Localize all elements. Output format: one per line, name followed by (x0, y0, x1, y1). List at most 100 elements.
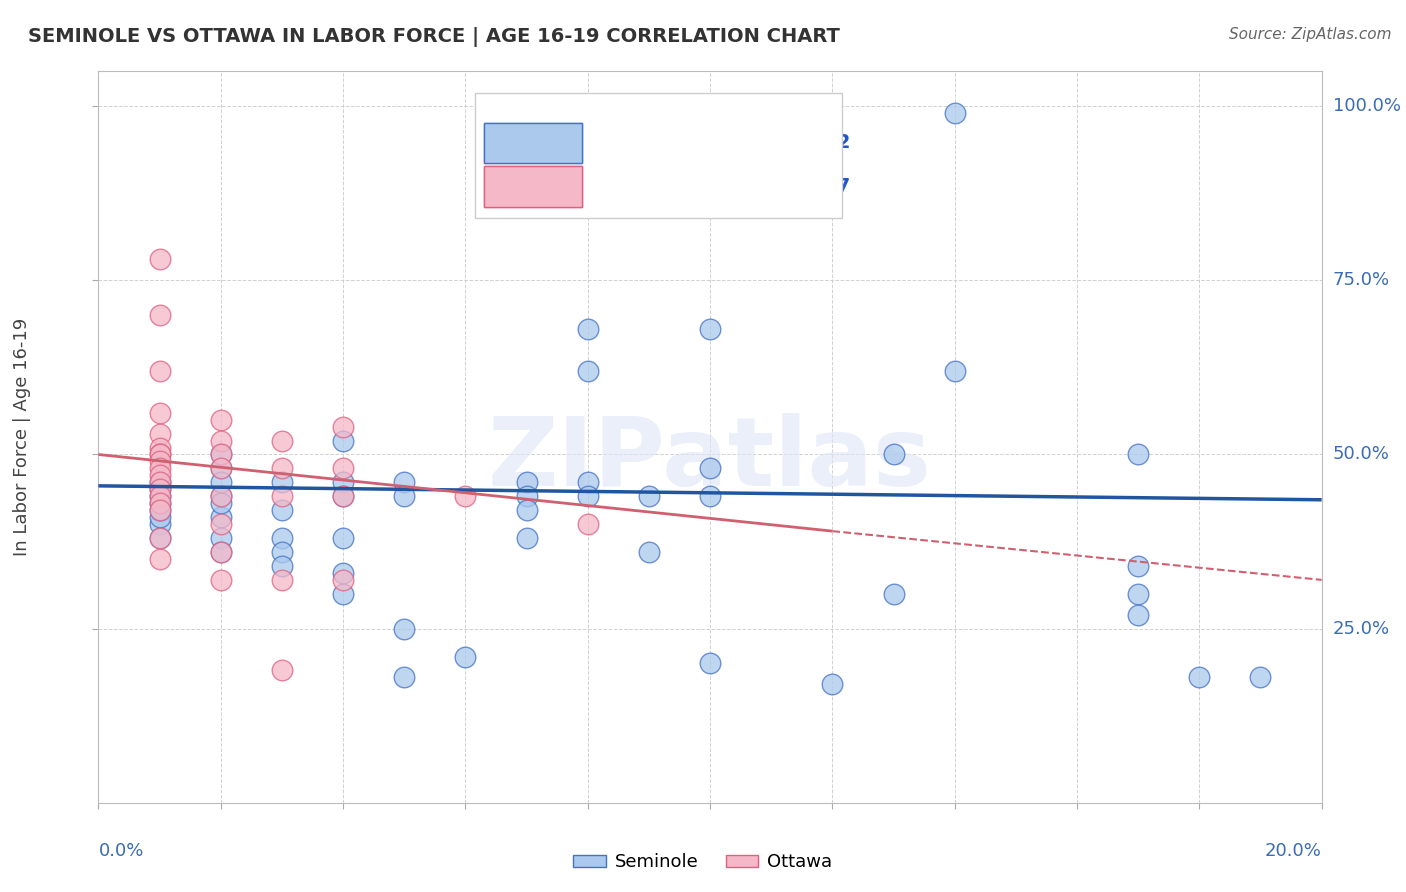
Point (883, 448, 905, 462)
Point (149, 475, 172, 490)
Point (149, 406, 172, 420)
Point (209, 448, 232, 462)
Point (576, 322, 599, 336)
Point (149, 252, 172, 267)
Point (149, 552, 172, 566)
Point (149, 308, 172, 322)
Point (332, 489, 354, 503)
Point (149, 483, 172, 497)
Point (699, 657, 721, 671)
Point (943, 364, 966, 378)
Point (392, 475, 416, 490)
Text: 0.0%: 0.0% (98, 842, 143, 860)
Point (149, 503, 172, 517)
Point (270, 545, 292, 559)
Point (149, 448, 172, 462)
Point (637, 489, 661, 503)
Point (209, 517, 232, 532)
Point (270, 461, 292, 475)
Text: Source: ZipAtlas.com: Source: ZipAtlas.com (1229, 27, 1392, 42)
Point (516, 106, 538, 120)
Point (270, 475, 292, 490)
Point (149, 531, 172, 545)
Point (209, 461, 232, 475)
Text: In Labor Force | Age 16-19: In Labor Force | Age 16-19 (13, 318, 31, 557)
Point (209, 489, 232, 503)
Text: 20.0%: 20.0% (1265, 842, 1322, 860)
Point (209, 531, 232, 545)
Point (149, 496, 172, 510)
Point (209, 461, 232, 475)
Point (332, 475, 354, 490)
Point (209, 475, 232, 490)
Text: R = -0.230: R = -0.230 (593, 178, 690, 195)
Point (149, 454, 172, 468)
Point (699, 322, 721, 336)
Point (392, 489, 416, 503)
Text: N = 52: N = 52 (778, 133, 851, 152)
Point (209, 434, 232, 448)
Point (149, 517, 172, 532)
Point (1128, 448, 1150, 462)
Point (332, 566, 354, 580)
Point (332, 573, 354, 587)
Point (209, 545, 232, 559)
Point (332, 419, 354, 434)
Point (1128, 587, 1150, 601)
Point (149, 489, 172, 503)
Point (149, 448, 172, 462)
FancyBboxPatch shape (475, 94, 842, 218)
Point (637, 106, 661, 120)
Point (209, 412, 232, 426)
Point (149, 468, 172, 483)
Point (454, 489, 477, 503)
Text: N = 37: N = 37 (778, 177, 851, 195)
Text: 25.0%: 25.0% (1333, 620, 1391, 638)
Point (454, 649, 477, 664)
Point (270, 573, 292, 587)
Point (516, 475, 538, 490)
Point (1128, 607, 1150, 622)
Point (270, 489, 292, 503)
Text: SEMINOLE VS OTTAWA IN LABOR FORCE | AGE 16-19 CORRELATION CHART: SEMINOLE VS OTTAWA IN LABOR FORCE | AGE … (28, 27, 839, 46)
Point (209, 510, 232, 524)
Point (270, 503, 292, 517)
Point (637, 545, 661, 559)
Point (821, 677, 844, 691)
Point (699, 489, 721, 503)
Point (149, 426, 172, 441)
Point (209, 573, 232, 587)
Point (516, 489, 538, 503)
Point (149, 441, 172, 455)
Point (392, 622, 416, 636)
Text: ZIPatlas: ZIPatlas (488, 412, 932, 506)
Point (576, 489, 599, 503)
Point (332, 434, 354, 448)
Point (332, 531, 354, 545)
Point (576, 517, 599, 532)
Point (270, 558, 292, 573)
FancyBboxPatch shape (484, 167, 582, 207)
Point (149, 510, 172, 524)
Point (883, 587, 905, 601)
Text: 75.0%: 75.0% (1333, 271, 1391, 289)
Point (149, 531, 172, 545)
Point (1128, 558, 1150, 573)
Point (1249, 670, 1271, 684)
Point (332, 461, 354, 475)
Text: R = -0.022: R = -0.022 (593, 133, 690, 152)
Point (516, 531, 538, 545)
Point (149, 475, 172, 490)
Point (149, 364, 172, 378)
Point (699, 461, 721, 475)
Text: 100.0%: 100.0% (1333, 97, 1400, 115)
Point (209, 496, 232, 510)
Point (576, 364, 599, 378)
Point (209, 545, 232, 559)
Text: 50.0%: 50.0% (1333, 445, 1389, 464)
Point (149, 461, 172, 475)
Point (209, 489, 232, 503)
Point (149, 503, 172, 517)
Point (270, 664, 292, 678)
Point (943, 106, 966, 120)
